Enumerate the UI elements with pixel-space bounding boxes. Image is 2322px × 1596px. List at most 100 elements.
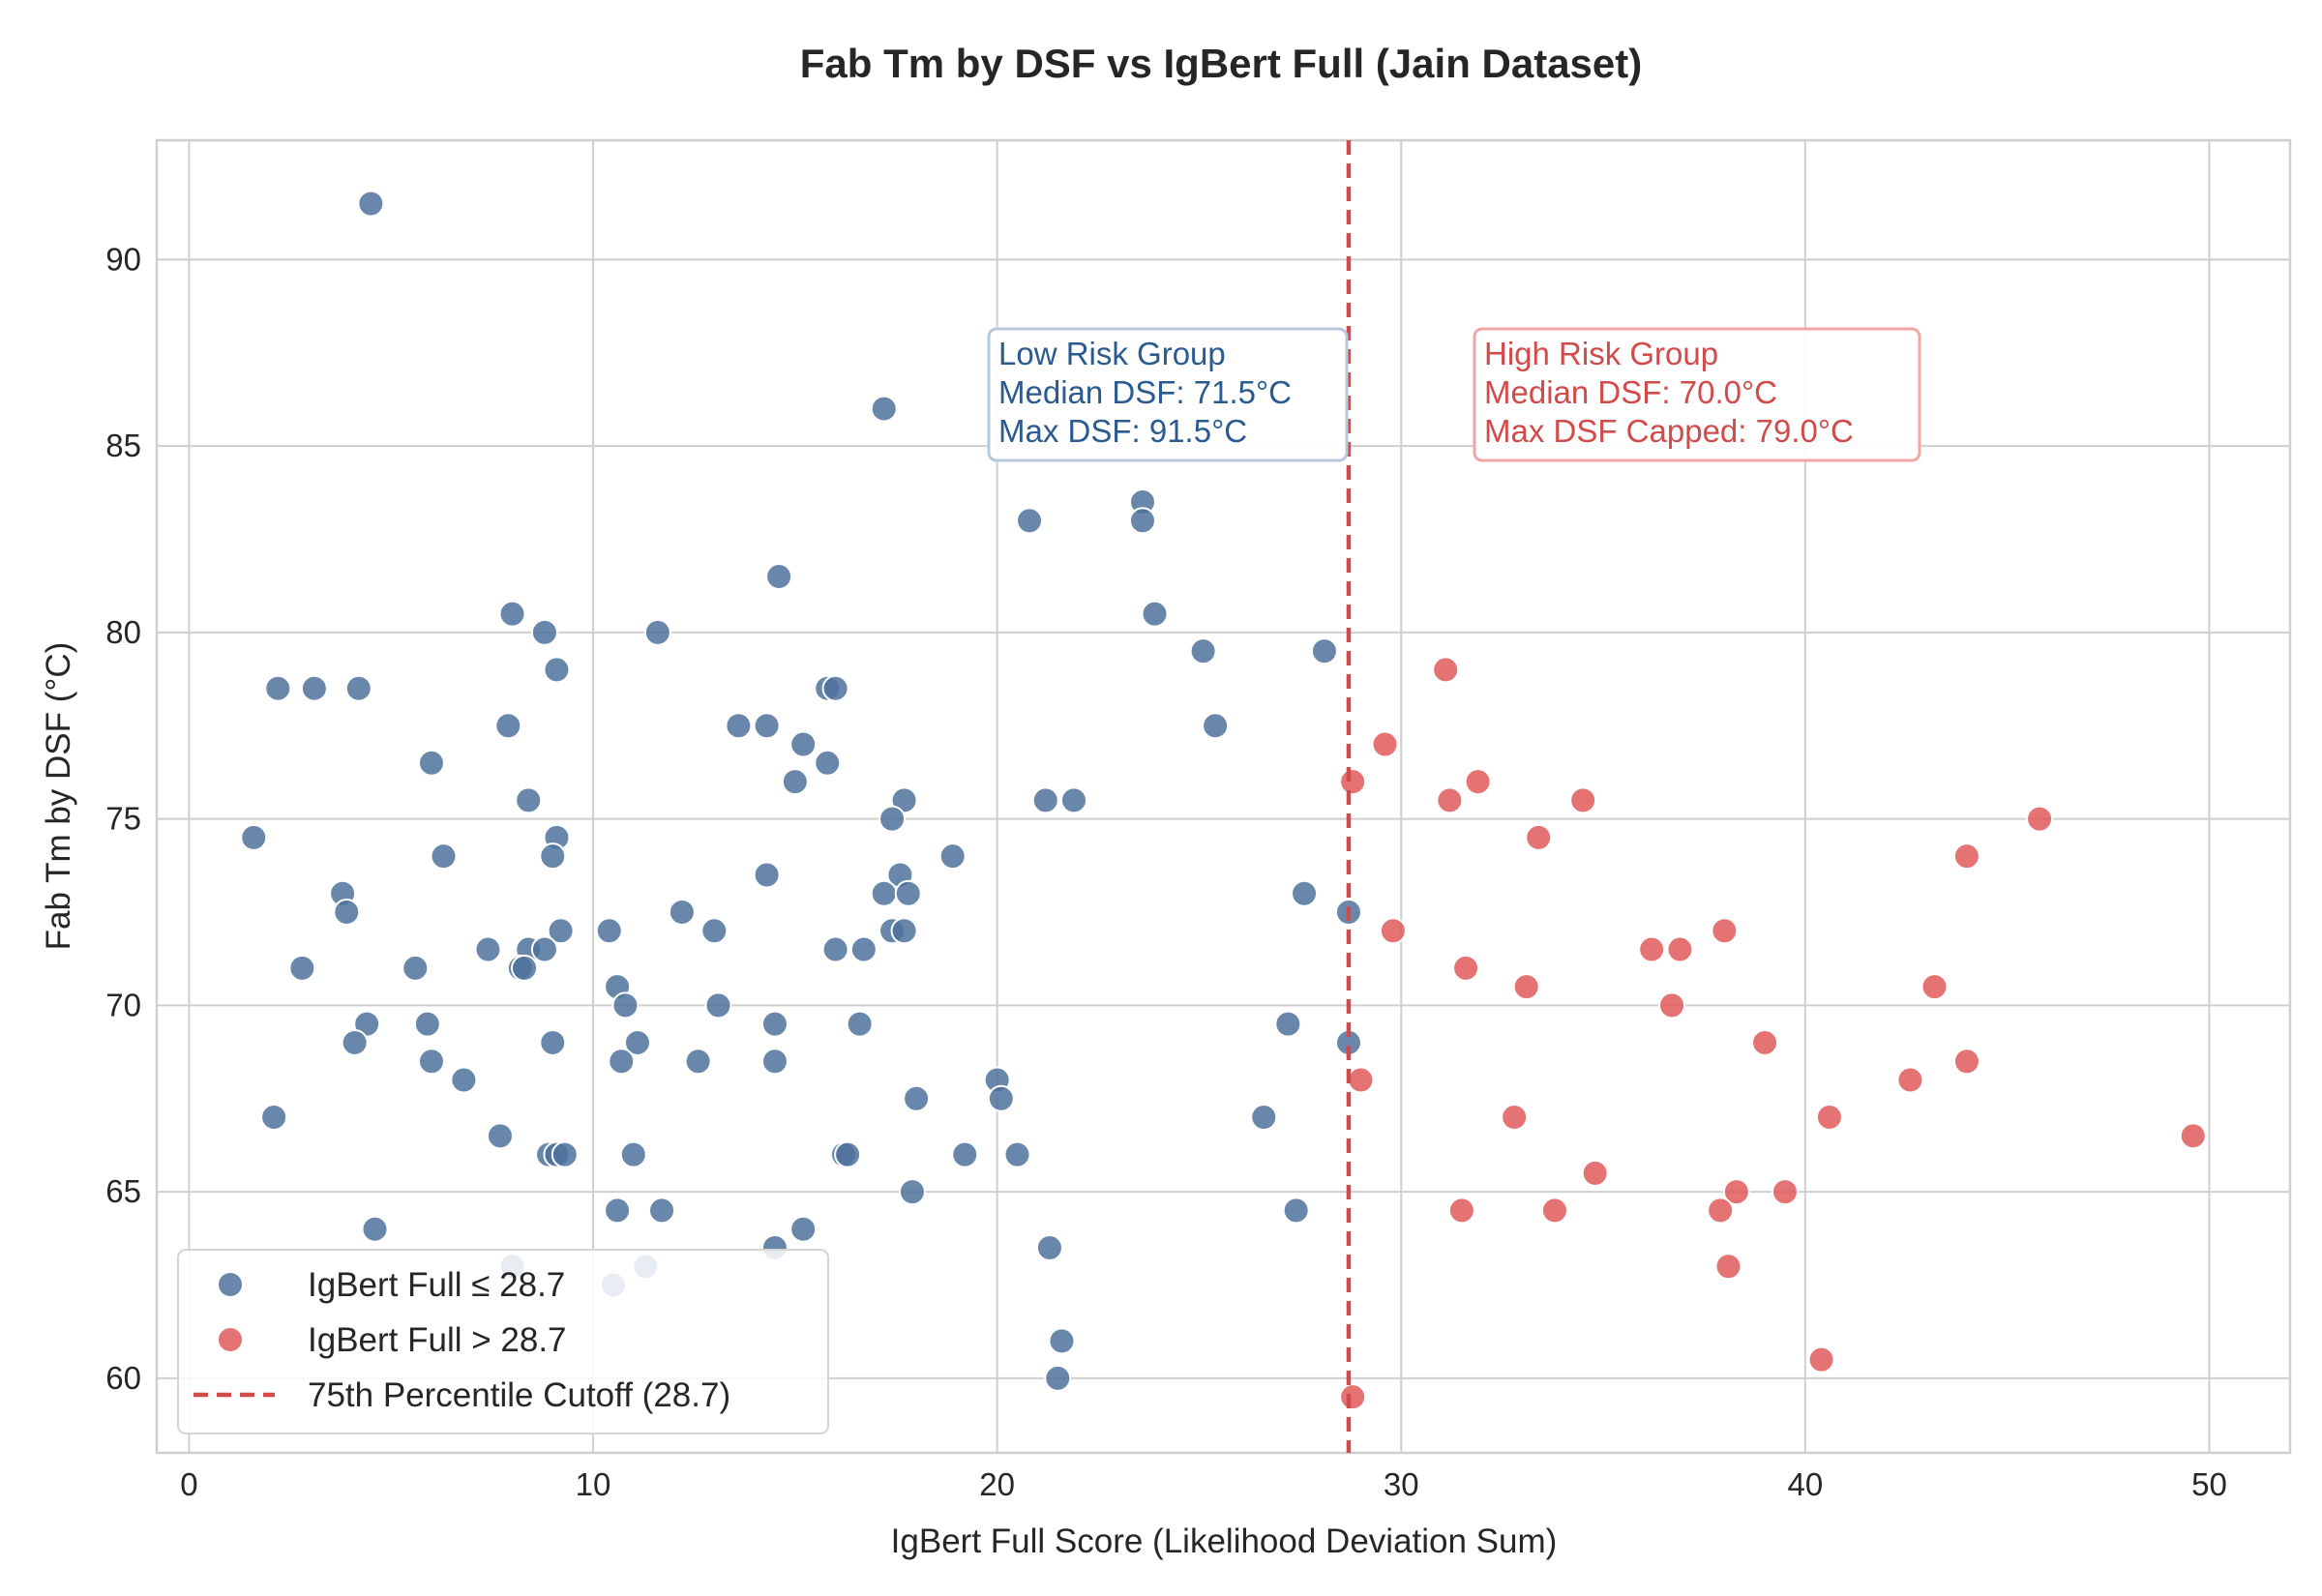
- series-1-point-22: [1815, 1104, 1843, 1132]
- series-0-point-73: [684, 1048, 712, 1076]
- series-0-point-74: [760, 1048, 789, 1076]
- series-0-point-45: [547, 917, 575, 945]
- series-1-point-26: [1771, 1178, 1799, 1206]
- legend: IgBert Full ≤ 28.7 IgBert Full > 28.7 75th…: [177, 1249, 829, 1434]
- series-0-point-60: [611, 991, 640, 1020]
- series-0-point-101: [1048, 1327, 1076, 1355]
- series-1-point-7: [1525, 823, 1553, 851]
- series-1-point-32: [1339, 1383, 1367, 1411]
- series-0-point-30: [878, 805, 907, 833]
- x-tick-label-0: 0: [180, 1466, 197, 1502]
- series-0-point-58: [511, 954, 539, 982]
- series-1-point-5: [1569, 786, 1597, 814]
- x-tick-label-3: 30: [1384, 1466, 1419, 1502]
- series-1-point-0: [1432, 656, 1460, 684]
- series-0-point-52: [530, 935, 558, 963]
- series-0-point-72: [608, 1048, 636, 1076]
- series-0-point-61: [704, 991, 732, 1020]
- series-1-point-30: [1714, 1253, 1742, 1281]
- series-1-point-27: [1447, 1197, 1475, 1225]
- y-tick-label-2: 70: [105, 987, 141, 1022]
- series-0-point-69: [623, 1028, 651, 1056]
- series-0-point-80: [1250, 1104, 1278, 1132]
- series-1-point-16: [1658, 991, 1686, 1020]
- y-tick-label-0: 60: [105, 1360, 141, 1396]
- series-0-point-11: [1310, 637, 1338, 665]
- series-1-point-15: [1920, 973, 1949, 1001]
- legend-label-cutoff: 75th Percentile Cutoff (28.7): [308, 1376, 730, 1414]
- x-tick-label-4: 40: [1788, 1466, 1824, 1502]
- series-1-point-24: [1581, 1159, 1609, 1187]
- series-0-point-77: [903, 1084, 931, 1112]
- y-tick-label-5: 85: [105, 428, 141, 463]
- series-0-point-88: [951, 1140, 979, 1168]
- series-0-point-43: [668, 899, 696, 927]
- series-1-point-25: [1722, 1178, 1750, 1206]
- series-0-point-66: [1274, 1010, 1302, 1038]
- series-0-point-93: [1282, 1197, 1310, 1225]
- series-0-point-9: [643, 618, 671, 646]
- series-1-point-31: [1807, 1345, 1835, 1374]
- series-0-point-67: [341, 1028, 369, 1056]
- series-1-point-23: [2179, 1122, 2207, 1150]
- series-0-point-97: [1035, 1233, 1063, 1261]
- series-1-point-13: [1452, 954, 1480, 982]
- series-0-point-6: [498, 600, 526, 628]
- series-0-point-19: [725, 712, 753, 740]
- series-0-point-28: [1031, 786, 1059, 814]
- series-0-point-18: [494, 712, 522, 740]
- series-1-point-12: [1666, 935, 1694, 963]
- series-0-point-68: [539, 1028, 567, 1056]
- y-tick-label-4: 80: [105, 614, 141, 650]
- annotation-box-high-risk: [1473, 327, 1921, 462]
- series-0-point-5: [765, 563, 793, 591]
- series-1-point-11: [1638, 935, 1666, 963]
- series-0-point-84: [551, 1140, 579, 1168]
- y-tick-label-3: 75: [105, 801, 141, 837]
- series-0-point-78: [987, 1084, 1015, 1112]
- series-0-point-42: [333, 899, 361, 927]
- series-0-point-17: [821, 674, 849, 702]
- series-0-point-21: [1202, 712, 1230, 740]
- series-1-point-3: [1464, 768, 1492, 796]
- series-0-point-47: [700, 917, 729, 945]
- series-0-point-54: [849, 935, 878, 963]
- series-0-point-14: [300, 674, 328, 702]
- x-tick-label-5: 50: [2191, 1466, 2227, 1502]
- series-0-point-29: [1059, 786, 1087, 814]
- series-0-point-36: [753, 861, 781, 889]
- annotation-box-low-risk: [987, 327, 1349, 462]
- series-1-point-9: [1379, 917, 1407, 945]
- annotation-high-risk-line-1: Median DSF: 70.0°C: [1484, 374, 1777, 410]
- series-0-point-41: [1291, 879, 1319, 907]
- y-tick-label-1: 65: [105, 1173, 141, 1209]
- series-0-point-63: [413, 1010, 441, 1038]
- series-0-point-81: [486, 1122, 514, 1150]
- series-0-point-13: [264, 674, 292, 702]
- series-0-point-46: [595, 917, 623, 945]
- series-0-point-33: [430, 842, 458, 871]
- series-1-point-29: [1707, 1197, 1735, 1225]
- series-0-point-0: [357, 190, 385, 218]
- legend-label-0: IgBert Full ≤ 28.7: [308, 1266, 565, 1304]
- series-0-point-20: [753, 712, 781, 740]
- series-0-point-4: [1016, 507, 1044, 535]
- legend-marker-0: [217, 1271, 244, 1298]
- series-0-point-34: [539, 842, 567, 871]
- series-0-point-75: [450, 1066, 478, 1094]
- series-0-point-91: [604, 1197, 632, 1225]
- series-1-point-6: [2026, 805, 2054, 833]
- x-tick-label-1: 10: [576, 1466, 611, 1502]
- series-0-point-7: [1141, 600, 1169, 628]
- series-1-point-14: [1512, 973, 1540, 1001]
- annotation-low-risk-line-0: Low Risk Group: [998, 336, 1226, 371]
- series-0-point-39: [870, 879, 898, 907]
- series-1-point-21: [1501, 1104, 1529, 1132]
- tick-labels: 0 10 20 30 40 50 60 65 70 75 80 85 90: [105, 241, 2227, 1502]
- series-1-point-1: [1371, 730, 1399, 758]
- series-0-point-102: [1044, 1364, 1072, 1392]
- series-1-point-8: [1952, 842, 1980, 871]
- series-0-point-94: [361, 1215, 389, 1243]
